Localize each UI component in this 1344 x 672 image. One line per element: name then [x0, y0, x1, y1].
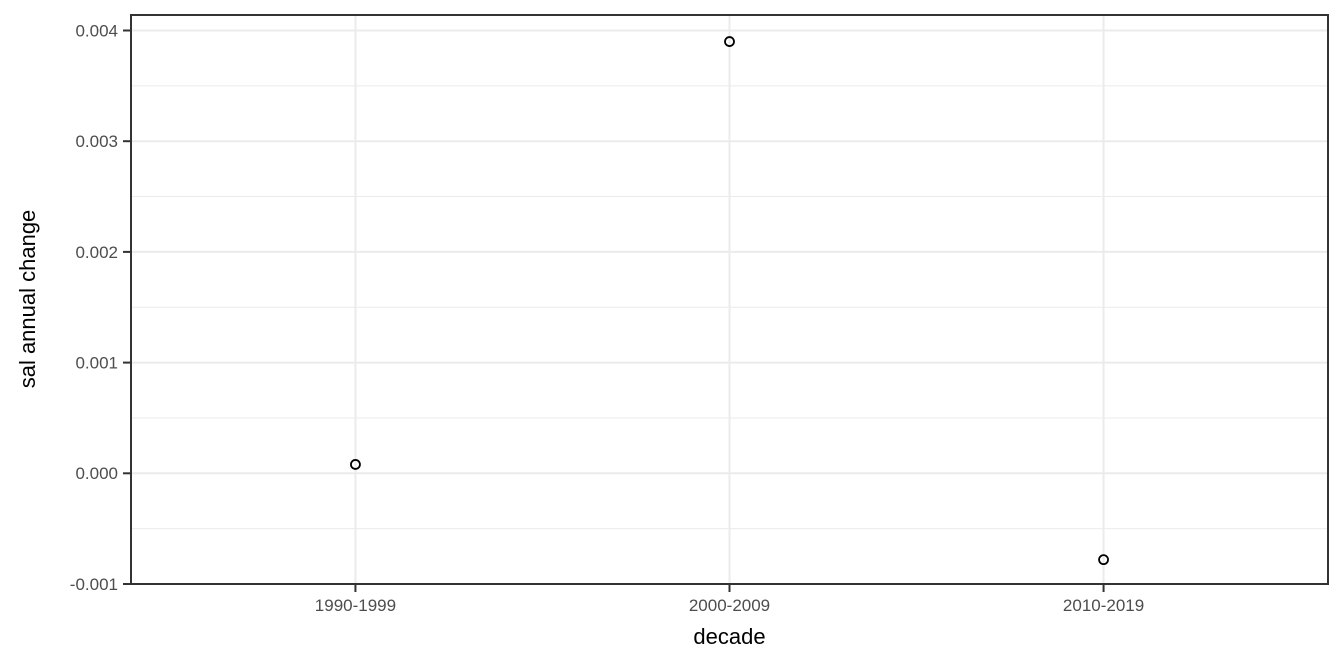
y-tick-label: 0.000	[75, 464, 118, 483]
y-tick-label: 0.002	[75, 243, 118, 262]
x-tick-label: 1990-1999	[315, 596, 396, 615]
x-tick-label: 2010-2019	[1063, 596, 1144, 615]
data-point	[1098, 554, 1109, 566]
data-point	[724, 36, 735, 47]
x-tick-label: 2000-2009	[689, 596, 770, 615]
y-tick-label: 0.004	[75, 21, 118, 40]
y-tick-label: 0.003	[75, 132, 118, 151]
y-tick-label: 0.001	[75, 354, 118, 373]
data-point	[350, 459, 361, 470]
y-axis-title: sal annual change	[15, 209, 40, 389]
x-axis-title: decade	[693, 624, 766, 649]
y-tick-label: -0.001	[70, 575, 118, 594]
